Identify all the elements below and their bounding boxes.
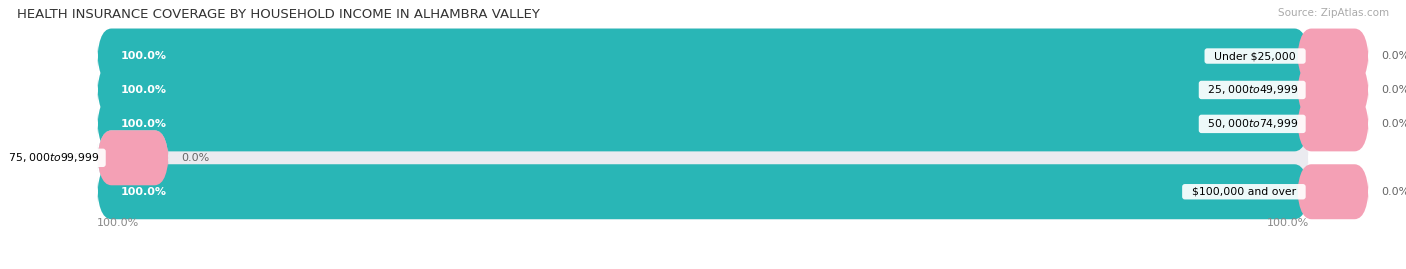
Text: 0.0%: 0.0% [181, 153, 209, 163]
FancyBboxPatch shape [97, 29, 1309, 83]
Text: 100.0%: 100.0% [121, 187, 167, 197]
FancyBboxPatch shape [97, 164, 1309, 219]
Text: 0.0%: 0.0% [1381, 85, 1406, 95]
Text: 100.0%: 100.0% [97, 218, 139, 228]
Text: 100.0%: 100.0% [1267, 218, 1309, 228]
FancyBboxPatch shape [97, 130, 169, 185]
Text: Under $25,000: Under $25,000 [1208, 51, 1303, 61]
FancyBboxPatch shape [97, 29, 1309, 83]
Text: $50,000 to $74,999: $50,000 to $74,999 [1202, 117, 1303, 130]
Text: Source: ZipAtlas.com: Source: ZipAtlas.com [1278, 8, 1389, 18]
Text: 100.0%: 100.0% [121, 51, 167, 61]
FancyBboxPatch shape [97, 130, 169, 185]
FancyBboxPatch shape [97, 62, 1309, 118]
FancyBboxPatch shape [97, 164, 1309, 219]
FancyBboxPatch shape [97, 96, 1309, 151]
Text: $75,000 to $99,999: $75,000 to $99,999 [1, 151, 103, 164]
Text: $25,000 to $49,999: $25,000 to $49,999 [1202, 83, 1303, 97]
Text: 0.0%: 0.0% [1381, 51, 1406, 61]
FancyBboxPatch shape [1296, 29, 1369, 83]
Text: 0.0%: 0.0% [1381, 187, 1406, 197]
Text: HEALTH INSURANCE COVERAGE BY HOUSEHOLD INCOME IN ALHAMBRA VALLEY: HEALTH INSURANCE COVERAGE BY HOUSEHOLD I… [17, 8, 540, 21]
FancyBboxPatch shape [97, 96, 1309, 151]
Text: 100.0%: 100.0% [121, 85, 167, 95]
Text: $100,000 and over: $100,000 and over [1185, 187, 1303, 197]
Text: 0.0%: 0.0% [1381, 119, 1406, 129]
Text: 100.0%: 100.0% [121, 119, 167, 129]
FancyBboxPatch shape [97, 130, 1309, 185]
FancyBboxPatch shape [1296, 96, 1369, 151]
FancyBboxPatch shape [1296, 62, 1369, 118]
FancyBboxPatch shape [97, 62, 1309, 118]
FancyBboxPatch shape [1296, 164, 1369, 219]
Text: 0.0%: 0.0% [63, 153, 91, 163]
